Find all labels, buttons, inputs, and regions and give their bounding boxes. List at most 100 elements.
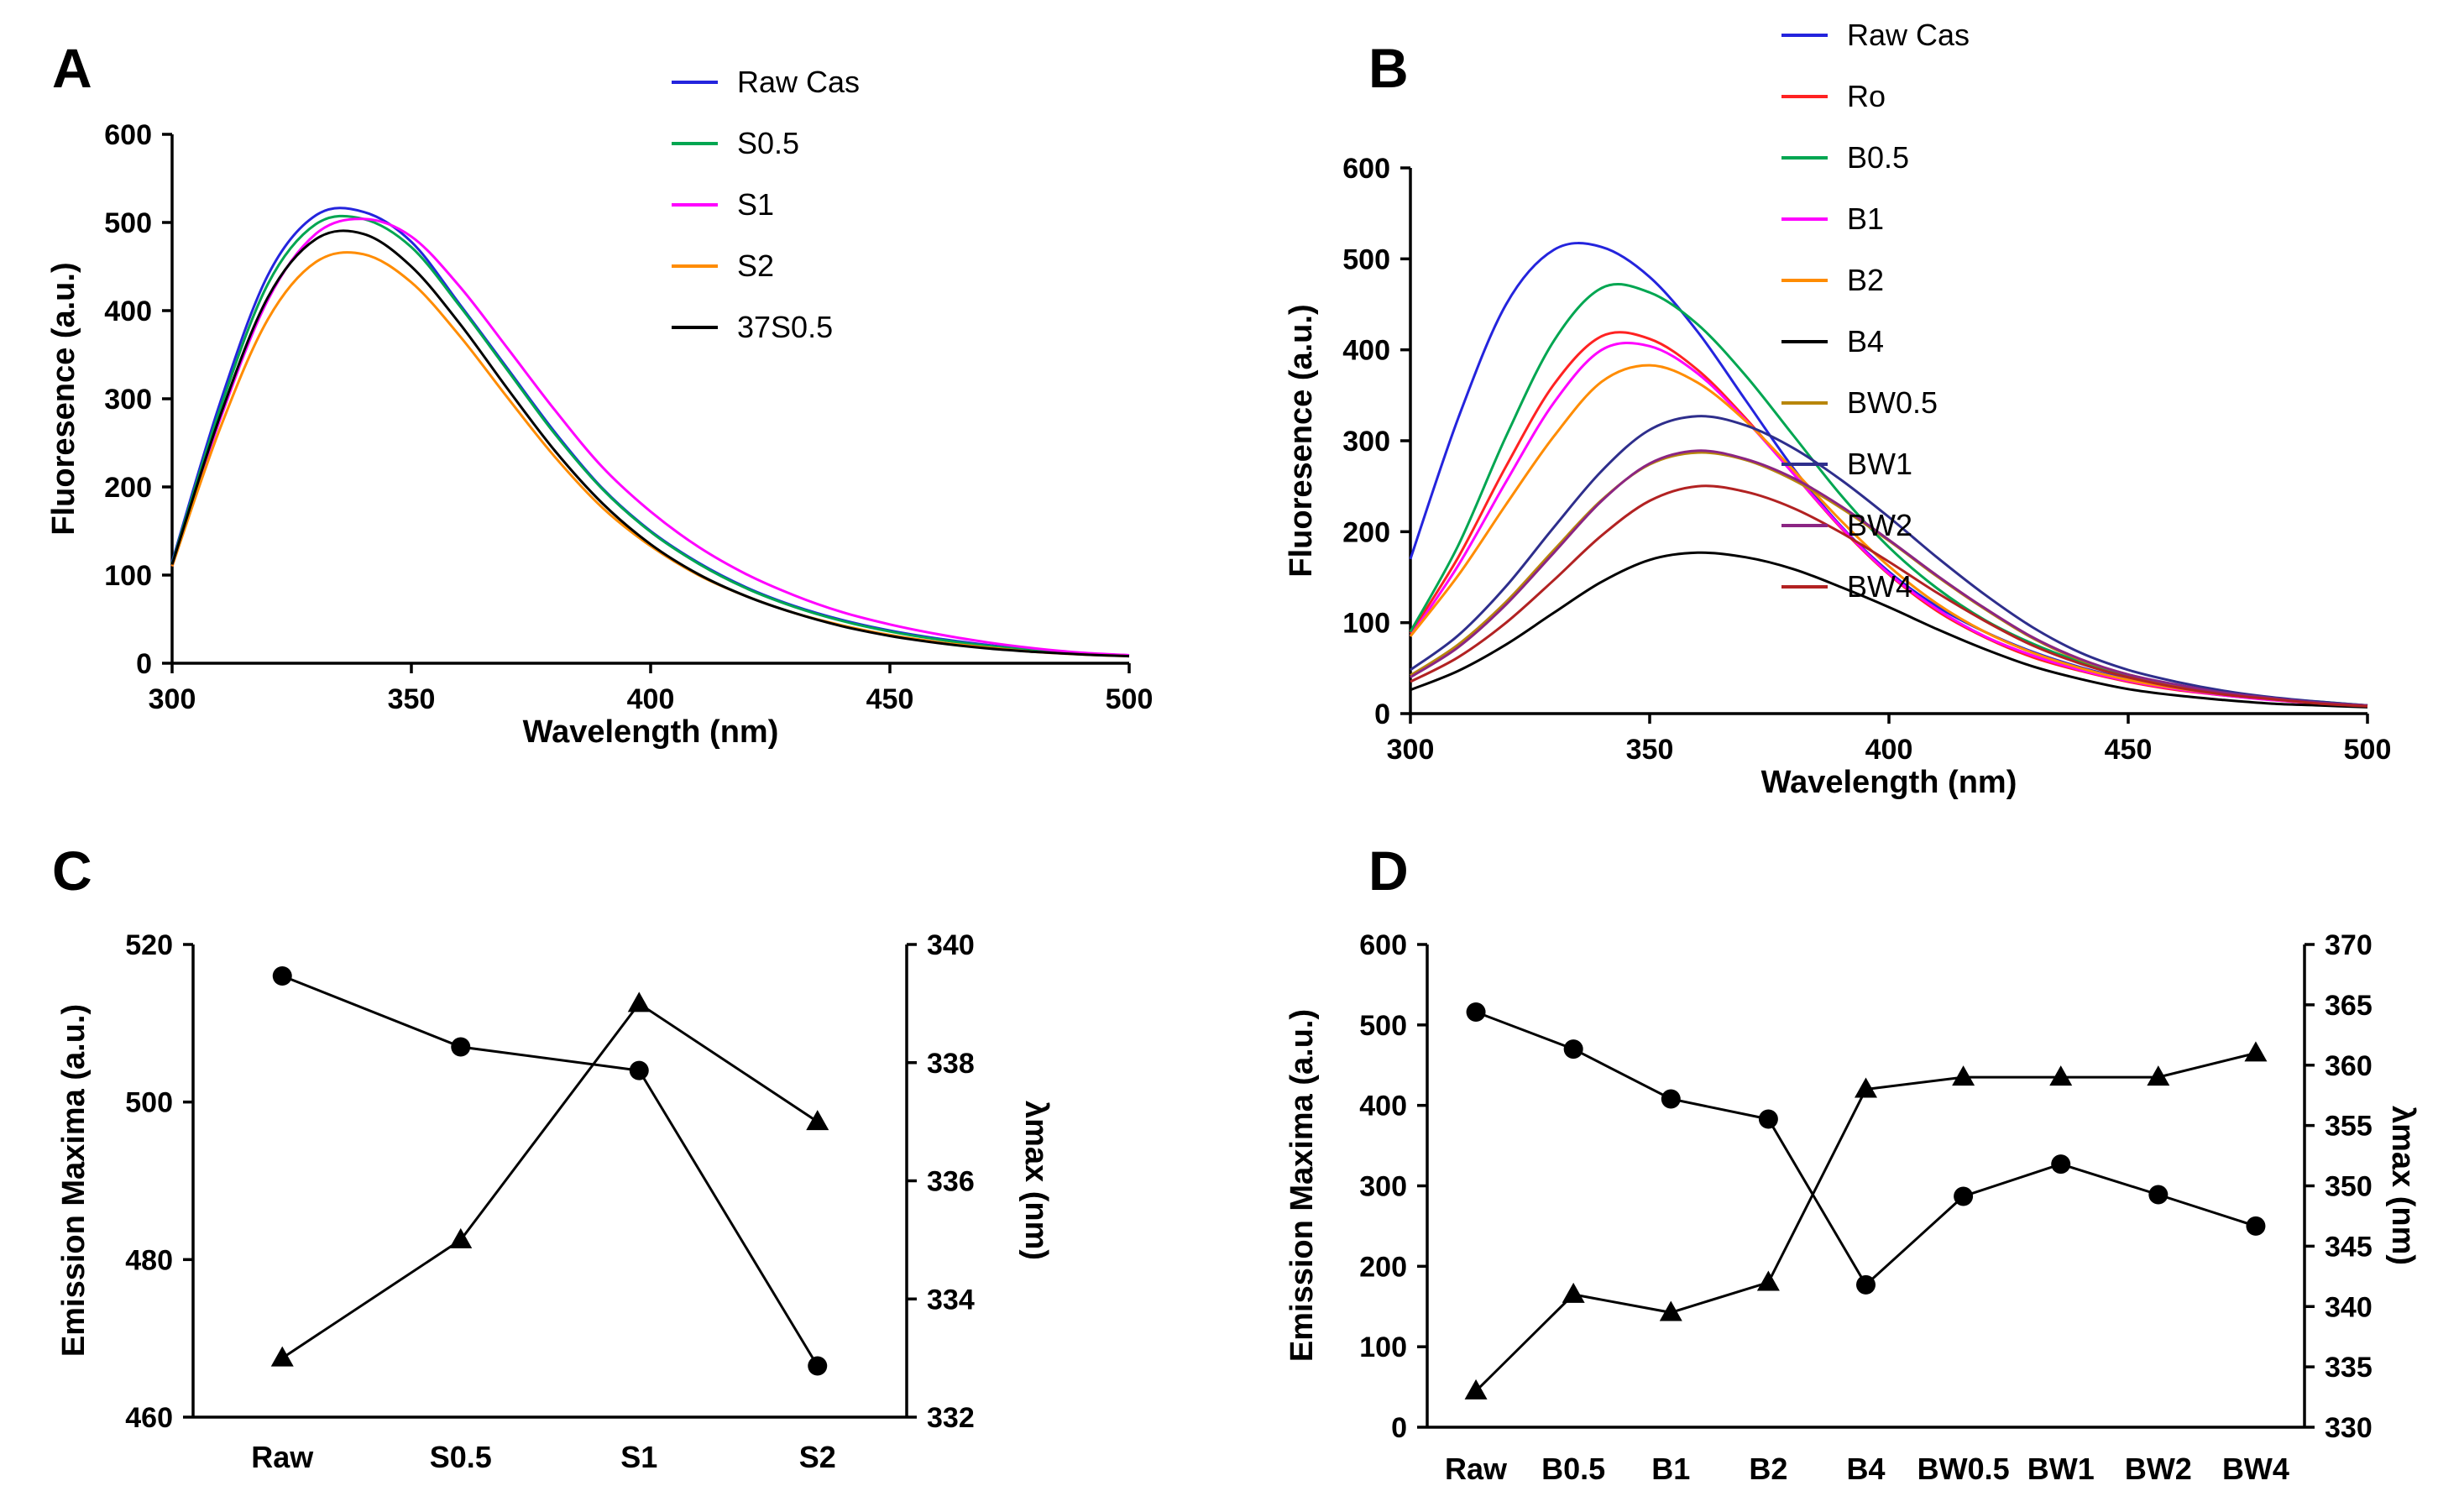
- x-tick-label: 350: [388, 683, 436, 715]
- panel-b: B 0 100 200 300 400 500 600 300 350 400 450 500 Wave…: [1217, 0, 2438, 840]
- circle-marker: [2051, 1154, 2071, 1175]
- right-tick-label: 355: [2325, 1111, 2373, 1143]
- marker-series-line: [281, 1002, 819, 1359]
- left-axis-title: Emission Maxima (a.u.): [56, 1004, 92, 1357]
- panel-a-chart: 0 100 200 300 400 500 600 300 350 400 450 500 Wavele…: [46, 65, 1154, 750]
- legend-label: B1: [1847, 201, 1884, 236]
- panel-d-label: D: [1368, 840, 1409, 902]
- circle-marker: [1563, 1039, 1583, 1059]
- circle-marker: [1954, 1186, 1974, 1206]
- legend-label: S2: [737, 249, 774, 283]
- triangle-marker: [627, 991, 651, 1012]
- right-tick-label: 370: [2325, 929, 2373, 961]
- spectrum-curve: [170, 217, 1130, 657]
- right-tick-label: 335: [2325, 1352, 2373, 1384]
- x-axis-title: Wavelength (nm): [1761, 765, 2017, 800]
- circle-marker: [1758, 1109, 1778, 1129]
- left-tick-label: 600: [1359, 929, 1407, 961]
- circle-marker: [1856, 1274, 1876, 1295]
- right-tick-label: 360: [2325, 1050, 2373, 1082]
- category-label: BW4: [2222, 1452, 2289, 1486]
- legend-label: 37S0.5: [737, 310, 833, 344]
- y-tick-label: 200: [104, 472, 152, 504]
- left-tick-label: 500: [1359, 1010, 1407, 1042]
- legend-label: S0.5: [737, 126, 799, 160]
- left-tick-label: 100: [1359, 1332, 1407, 1363]
- y-tick-label: 400: [1342, 335, 1390, 367]
- triangle-marker: [270, 1346, 294, 1367]
- y-tick-label: 300: [104, 384, 152, 416]
- left-tick-label: 500: [125, 1087, 173, 1119]
- x-tick-label: 300: [149, 683, 196, 715]
- triangle-marker: [806, 1110, 829, 1131]
- left-tick-label: 200: [1359, 1251, 1407, 1283]
- y-tick-label: 500: [1342, 243, 1390, 275]
- spectrum-curve: [170, 251, 1130, 658]
- triangle-marker: [2049, 1065, 2073, 1086]
- right-tick-label: 334: [927, 1284, 975, 1316]
- left-tick-label: 460: [125, 1402, 173, 1434]
- y-tick-label: 600: [1342, 153, 1390, 185]
- category-label: B2: [1749, 1452, 1787, 1486]
- category-label: BW2: [2125, 1452, 2192, 1486]
- panel-a-label: A: [52, 37, 92, 99]
- triangle-marker: [1952, 1065, 1975, 1086]
- spectrum-curve: [1410, 415, 2368, 707]
- y-tick-label: 0: [1374, 698, 1390, 730]
- panel-c-chart: 460 480 500 520 332 334 336 338 340 Raw S0.5 S1 S2 Em…: [56, 929, 1054, 1474]
- legend-label: Ro: [1847, 79, 1886, 113]
- legend-label: BW0.5: [1847, 385, 1938, 420]
- x-tick-label: 400: [627, 683, 675, 715]
- circle-marker: [451, 1037, 471, 1057]
- circle-marker: [1661, 1089, 1681, 1109]
- left-tick-label: 0: [1391, 1412, 1407, 1444]
- spectrum-curve: [1410, 484, 2368, 708]
- panel-b-label: B: [1368, 37, 1409, 99]
- spectrum-curve: [170, 207, 1130, 657]
- triangle-marker: [2147, 1065, 2170, 1086]
- triangle-marker: [1855, 1077, 1877, 1098]
- category-label: B4: [1846, 1452, 1885, 1486]
- category-label: Raw: [251, 1440, 314, 1474]
- marker-series-line: [281, 975, 819, 1367]
- triangle-marker: [449, 1227, 473, 1248]
- right-tick-label: 340: [927, 929, 975, 961]
- category-label: B1: [1651, 1452, 1690, 1486]
- x-tick-label: 450: [2105, 734, 2153, 766]
- legend-label: BW1: [1847, 447, 1912, 481]
- x-tick-label: 350: [1626, 734, 1674, 766]
- x-tick-label: 300: [1387, 734, 1435, 766]
- triangle-marker: [1562, 1282, 1585, 1303]
- legend-label: BW4: [1847, 569, 1912, 604]
- x-tick-label: 400: [1865, 734, 1913, 766]
- marker-series-line: [1475, 1011, 2257, 1287]
- category-label: S0.5: [430, 1440, 492, 1474]
- triangle-marker: [1659, 1300, 1682, 1321]
- triangle-marker: [1464, 1379, 1488, 1400]
- category-label: Raw: [1445, 1452, 1508, 1486]
- y-tick-label: 100: [1342, 608, 1390, 640]
- legend-label: B2: [1847, 263, 1884, 297]
- y-axis-title: Fluoresence (a.u.): [46, 262, 81, 535]
- circle-marker: [2246, 1216, 2266, 1236]
- left-tick-label: 300: [1359, 1171, 1407, 1203]
- circle-marker: [629, 1060, 649, 1080]
- spectrum-curve: [170, 229, 1130, 658]
- right-axis-title: λmax (nm): [1018, 1101, 1054, 1260]
- left-tick-label: 520: [125, 929, 173, 961]
- x-tick-label: 500: [2344, 734, 2392, 766]
- x-tick-label: 500: [1106, 683, 1154, 715]
- marker-series-line: [1475, 1051, 2257, 1392]
- y-tick-label: 0: [136, 648, 152, 680]
- category-label: BW0.5: [1917, 1452, 2010, 1486]
- right-tick-label: 365: [2325, 990, 2373, 1022]
- right-tick-label: 330: [2325, 1412, 2373, 1444]
- category-label: B0.5: [1541, 1452, 1605, 1486]
- panel-c-label: C: [52, 840, 92, 902]
- legend-label: S1: [737, 187, 774, 222]
- panel-d-chart: 0 100 200 300 400 500 600 330 335 340 345 350 355 360…: [1284, 929, 2420, 1486]
- circle-marker: [808, 1356, 828, 1376]
- panel-d: D 0 100 200 300 400 500 600 330 335 340 345 350 355 3…: [1217, 840, 2438, 1512]
- y-tick-label: 200: [1342, 516, 1390, 548]
- circle-marker: [1466, 1002, 1486, 1022]
